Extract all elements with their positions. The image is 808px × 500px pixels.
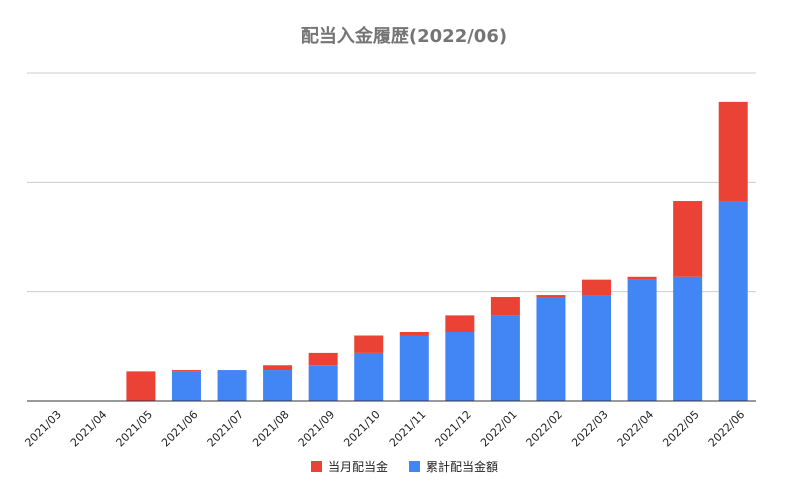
x-tick-label: 2022/06 [706,408,748,450]
bar-segment [445,332,475,401]
bar-segment [673,276,703,401]
bar-segment [582,279,612,296]
x-tick-label: 2021/04 [68,408,110,450]
x-tick-label: 2022/05 [660,408,702,450]
x-tick-label: 2021/09 [296,408,338,450]
bar-segment [171,370,201,372]
bar-segment [308,365,338,401]
bar-segment [582,295,612,401]
bar-segment [718,201,748,401]
bar-segment [718,101,748,202]
bar-segment [399,335,429,401]
x-tick-label: 2021/03 [22,408,64,450]
x-tick-label: 2021/06 [159,408,201,450]
x-tick-label: 2022/03 [569,408,611,450]
bar-segment [627,279,657,401]
x-tick-label: 2021/07 [205,408,247,450]
x-tick-label: 2022/04 [615,408,657,450]
bar-segment [536,295,566,298]
legend-label: 当月配当金 [328,459,388,474]
bar-segment [445,315,475,333]
bar-segment [263,365,293,371]
x-tick-label: 2021/12 [432,408,474,450]
x-tick-label: 2021/11 [387,408,429,450]
bar-segment [263,370,293,401]
bar-segment [354,335,384,353]
bar-segment [490,315,520,401]
chart-title: 配当入金履歴(2022/06) [300,26,508,47]
bar-segment [126,371,156,401]
bar-segment [490,297,520,316]
legend-swatch [311,461,322,472]
x-tick-label: 2022/01 [478,408,520,450]
legend-swatch [409,461,420,472]
legend-label: 累計配当金額 [426,459,498,474]
bar-segment [536,297,566,401]
bar-segment [171,371,201,401]
bar-segment [217,370,247,401]
x-tick-label: 2021/05 [114,408,156,450]
bar-segment [399,332,429,336]
x-tick-label: 2021/08 [250,408,292,450]
x-tick-label: 2021/10 [341,408,383,450]
bar-segment [627,276,657,280]
bar-segment [354,352,384,401]
bar-segment [673,201,703,277]
bar-segment [308,352,338,366]
x-tick-label: 2022/02 [524,408,566,450]
